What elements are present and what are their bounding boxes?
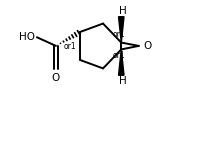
Text: HO: HO <box>19 32 35 42</box>
Text: H: H <box>119 76 127 86</box>
Polygon shape <box>119 49 124 75</box>
Text: or1: or1 <box>112 30 125 40</box>
Text: O: O <box>143 41 151 51</box>
Text: or1: or1 <box>112 50 125 60</box>
Text: O: O <box>52 73 60 83</box>
Text: H: H <box>119 6 127 16</box>
Polygon shape <box>119 17 124 43</box>
Text: or1: or1 <box>64 42 76 51</box>
